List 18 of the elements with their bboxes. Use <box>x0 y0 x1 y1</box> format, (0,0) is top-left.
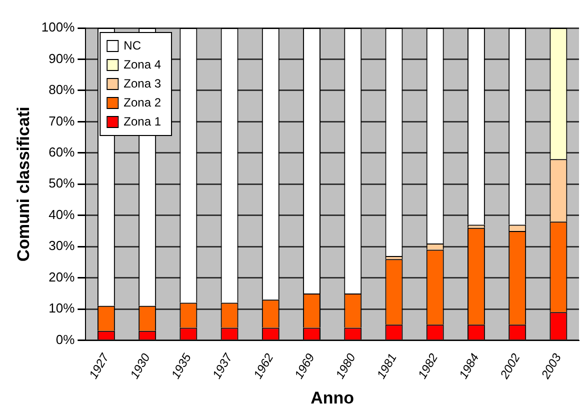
y-axis-title: Comuni classificati <box>14 106 33 262</box>
y-tick-label: 100% <box>41 20 76 35</box>
legend-label: Zona 3 <box>124 76 162 90</box>
y-tick-label: 50% <box>48 176 76 191</box>
y-tick-label: 10% <box>48 300 76 316</box>
y-tick-label: 40% <box>48 206 76 222</box>
y-tick-label: 30% <box>48 238 76 254</box>
x-axis-title: Anno <box>310 388 354 408</box>
legend-label: NC <box>124 38 142 52</box>
legend-label: Zona 1 <box>124 114 162 128</box>
legend-label: Zona 2 <box>124 95 162 110</box>
y-tick-label: 80% <box>48 82 76 98</box>
y-tick-label: 70% <box>48 113 76 128</box>
y-tick-label: 90% <box>48 50 76 66</box>
y-tick-label: 0% <box>56 332 76 347</box>
legend-label: Zona 4 <box>124 57 162 72</box>
y-tick-label: 20% <box>48 269 76 284</box>
y-tick-label: 60% <box>48 144 76 160</box>
